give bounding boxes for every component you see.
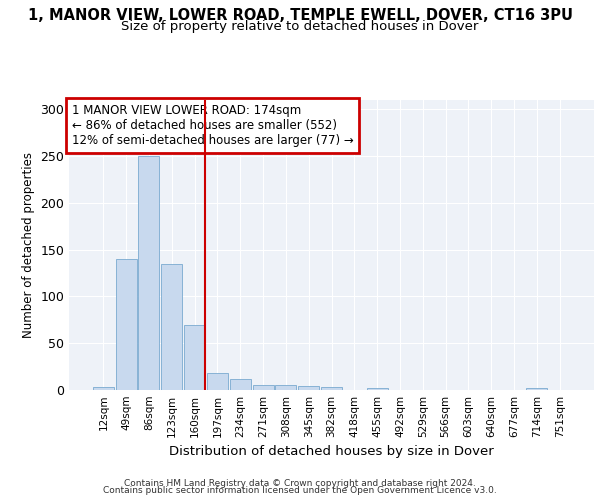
Bar [367,388,388,390]
Bar [207,373,228,390]
Text: 1, MANOR VIEW, LOWER ROAD, TEMPLE EWELL, DOVER, CT16 3PU: 1, MANOR VIEW, LOWER ROAD, TEMPLE EWELL,… [28,8,572,22]
Text: Size of property relative to detached houses in Dover: Size of property relative to detached ho… [121,20,479,33]
Bar [253,386,274,390]
Bar [526,388,547,390]
Bar [275,386,296,390]
Bar [116,259,137,390]
X-axis label: Distribution of detached houses by size in Dover: Distribution of detached houses by size … [169,446,494,458]
Bar [161,264,182,390]
Bar [321,387,342,390]
Bar [93,387,114,390]
Bar [139,156,160,390]
Y-axis label: Number of detached properties: Number of detached properties [22,152,35,338]
Bar [230,379,251,390]
Bar [298,386,319,390]
Text: Contains HM Land Registry data © Crown copyright and database right 2024.: Contains HM Land Registry data © Crown c… [124,478,476,488]
Bar [184,324,205,390]
Text: 1 MANOR VIEW LOWER ROAD: 174sqm
← 86% of detached houses are smaller (552)
12% o: 1 MANOR VIEW LOWER ROAD: 174sqm ← 86% of… [71,104,353,148]
Text: Contains public sector information licensed under the Open Government Licence v3: Contains public sector information licen… [103,486,497,495]
